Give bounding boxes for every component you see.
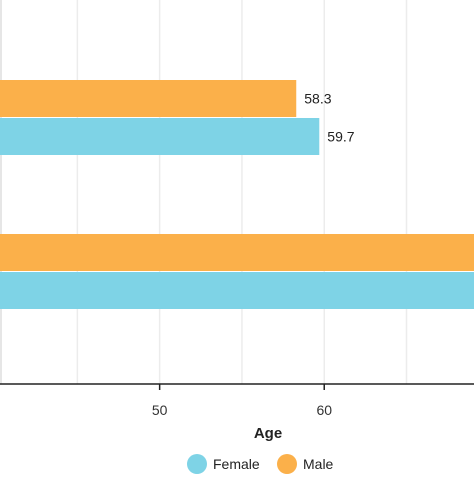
legend-swatch-male xyxy=(277,454,297,474)
data-label-female: 59.7 xyxy=(327,129,354,145)
legend-swatch-female xyxy=(187,454,207,474)
gridlines xyxy=(0,0,408,384)
data-labels: 58.3 59.7 xyxy=(304,91,355,145)
x-axis-ticks: 50 60 xyxy=(152,384,332,418)
bar-male xyxy=(0,234,474,271)
x-tick-label: 50 xyxy=(152,402,168,418)
bar-female xyxy=(0,118,320,155)
data-label-male: 58.3 xyxy=(304,91,331,107)
bar-female xyxy=(0,272,474,309)
bar-male xyxy=(0,80,297,117)
x-tick-label: 60 xyxy=(316,402,332,418)
legend-label-female: Female xyxy=(213,456,260,472)
legend: Female Male xyxy=(187,454,334,474)
legend-label-male: Male xyxy=(303,456,334,472)
bars xyxy=(0,80,474,309)
x-axis-title: Age xyxy=(254,425,282,442)
